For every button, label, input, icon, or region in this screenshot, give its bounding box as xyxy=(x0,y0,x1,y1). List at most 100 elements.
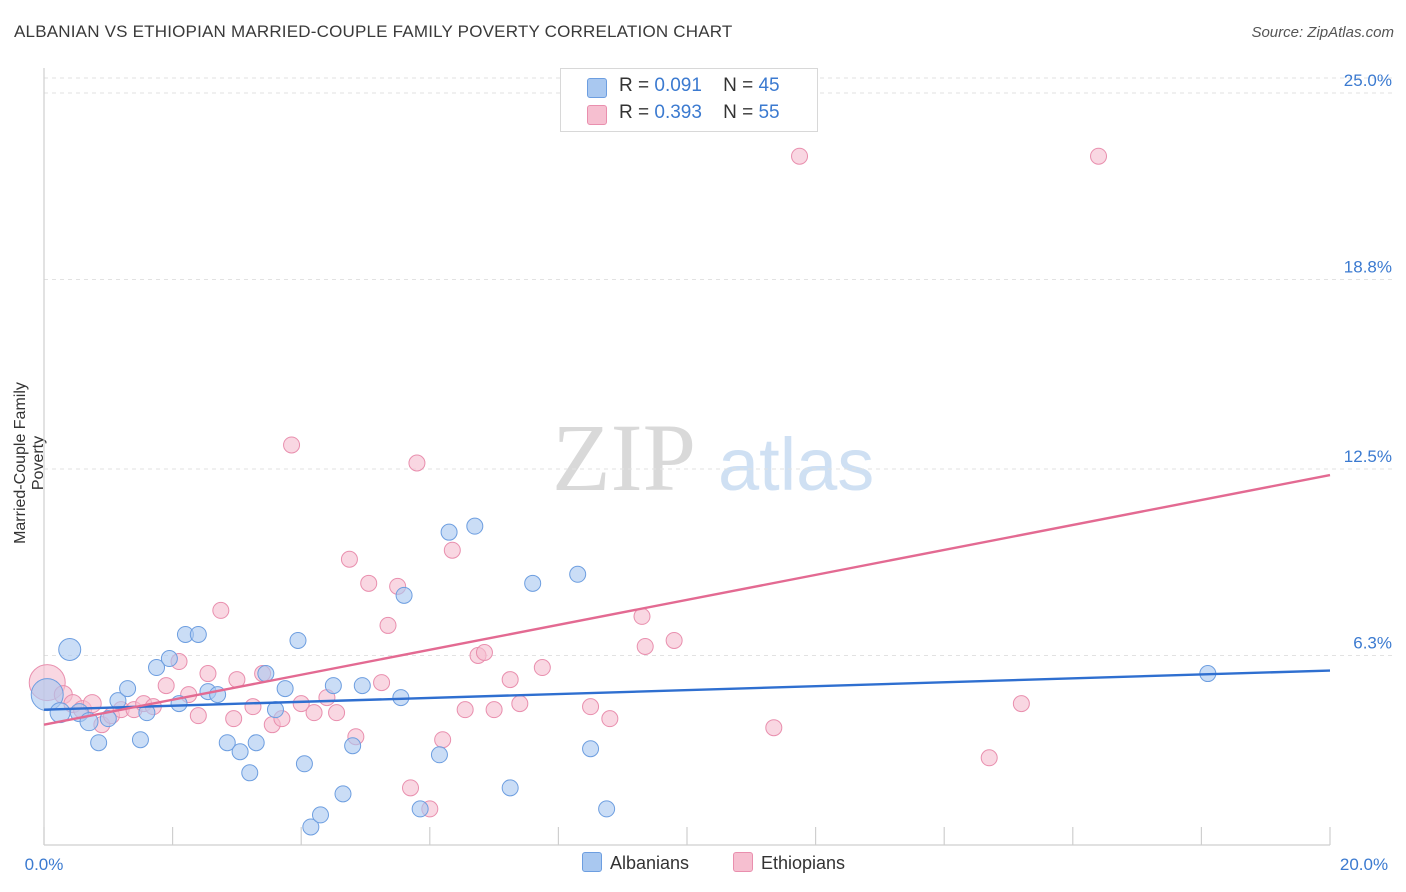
ethiopian-point xyxy=(408,454,426,472)
albanian-legend-label: Albanians xyxy=(610,853,690,873)
ethiopian-point xyxy=(582,698,600,716)
r-label: R = xyxy=(619,102,650,123)
source-credit: Source: ZipAtlas.com xyxy=(1251,24,1394,41)
albanian-point xyxy=(582,740,600,758)
albanian-swatch xyxy=(587,78,607,98)
ethiopian-point xyxy=(665,631,683,649)
ethiopian-point xyxy=(402,779,420,797)
albanian-point xyxy=(466,517,484,535)
albanian-r-value: 0.091 xyxy=(654,75,702,96)
albanian-point xyxy=(411,800,429,818)
ethiopian-point xyxy=(980,749,998,767)
axes xyxy=(43,68,1331,846)
ethiopian-point xyxy=(340,550,358,568)
albanian-point xyxy=(501,779,519,797)
ethiopian-point xyxy=(244,698,262,716)
albanian-point xyxy=(430,746,448,764)
albanian-point xyxy=(311,806,329,824)
ethiopian-point xyxy=(379,616,397,634)
ethiopian-point xyxy=(533,659,551,677)
ethiopian-point xyxy=(475,643,493,661)
y-tick-label: 12.5% xyxy=(1344,447,1392,466)
albanian-point xyxy=(295,755,313,773)
ethiopian-point xyxy=(1090,147,1108,165)
ethiopian-point xyxy=(305,704,323,722)
ethiopian-point xyxy=(434,731,452,749)
albanian-point xyxy=(119,680,137,698)
albanian-point xyxy=(148,659,166,677)
ethiopian-point xyxy=(765,719,783,737)
albanian-point xyxy=(524,574,542,592)
albanian-point xyxy=(276,680,294,698)
albanian-point xyxy=(160,650,178,668)
albanian-point xyxy=(334,785,352,803)
watermark-atlas: atlas xyxy=(718,423,874,506)
albanian-trend-line xyxy=(43,669,1331,711)
y-tick-label: 6.3% xyxy=(1353,634,1392,653)
albanian-point xyxy=(231,743,249,761)
correlation-legend: R = 0.091 N = 45 R = 0.393 N = 55 xyxy=(560,68,818,132)
albanian-point xyxy=(131,731,149,749)
ethiopian-point xyxy=(189,707,207,725)
albanian-point xyxy=(302,818,320,836)
ethiopian-point xyxy=(1012,695,1030,713)
albanian-point xyxy=(241,764,259,782)
ethiopian-point xyxy=(373,674,391,692)
y-tick-label: 18.8% xyxy=(1344,258,1392,277)
watermark: ZIP atlas xyxy=(552,404,874,511)
albanian-point xyxy=(324,677,342,695)
watermark-zip: ZIP xyxy=(552,404,696,511)
albanian-n-value: 45 xyxy=(758,75,780,96)
albanian-point xyxy=(99,710,117,728)
ethiopian-n-value: 55 xyxy=(758,102,780,123)
n-label: N = xyxy=(723,75,754,96)
albanian-point xyxy=(598,800,616,818)
albanian-point xyxy=(440,523,458,541)
ethiopian-point xyxy=(443,541,461,559)
data-points xyxy=(28,147,1217,836)
bottom-legend-albanians: Albanians xyxy=(582,852,689,874)
ethiopian-point xyxy=(283,436,301,454)
ethiopian-swatch xyxy=(587,105,607,125)
albanian-point xyxy=(353,677,371,695)
ethiopian-point xyxy=(212,601,230,619)
ethiopian-r-value: 0.393 xyxy=(654,102,702,123)
r-label: R = xyxy=(619,75,650,96)
ethiopian-point xyxy=(485,701,503,719)
ethiopian-point xyxy=(601,710,619,728)
ethiopian-point xyxy=(199,665,217,683)
ethiopian-point xyxy=(636,637,654,655)
x-tick-label-max: 20.0% xyxy=(1340,855,1388,874)
albanian-point xyxy=(247,734,265,752)
albanian-point xyxy=(218,734,236,752)
gridlines xyxy=(44,77,1392,657)
ethiopian-point xyxy=(328,704,346,722)
albanian-point xyxy=(90,734,108,752)
albanian-point xyxy=(257,665,275,683)
ethiopian-legend-swatch xyxy=(733,852,753,872)
albanian-point xyxy=(58,637,82,661)
n-label: N = xyxy=(723,102,754,123)
chart-title: ALBANIAN VS ETHIOPIAN MARRIED-COUPLE FAM… xyxy=(14,22,733,41)
albanian-point xyxy=(395,586,413,604)
trend-lines xyxy=(43,473,1331,726)
ethiopian-point xyxy=(225,710,243,728)
albanian-point xyxy=(109,692,127,710)
albanian-point xyxy=(189,625,207,643)
ethiopian-point xyxy=(791,147,809,165)
ethiopian-point xyxy=(511,695,529,713)
ethiopian-point xyxy=(360,574,378,592)
ethiopian-point xyxy=(157,677,175,695)
albanian-legend-swatch xyxy=(582,852,602,872)
albanian-point xyxy=(569,565,587,583)
x-tick-label-min: 0.0% xyxy=(25,855,64,874)
ethiopian-trend-line xyxy=(43,473,1331,726)
ethiopian-point xyxy=(292,695,310,713)
ethiopian-point xyxy=(501,671,519,689)
albanian-point xyxy=(289,631,307,649)
ethiopian-point xyxy=(456,701,474,719)
albanian-point xyxy=(266,701,284,719)
y-tick-label: 25.0% xyxy=(1344,71,1392,90)
y-tick-labels: 6.3% 12.5% 18.8% 25.0% xyxy=(1344,71,1392,652)
